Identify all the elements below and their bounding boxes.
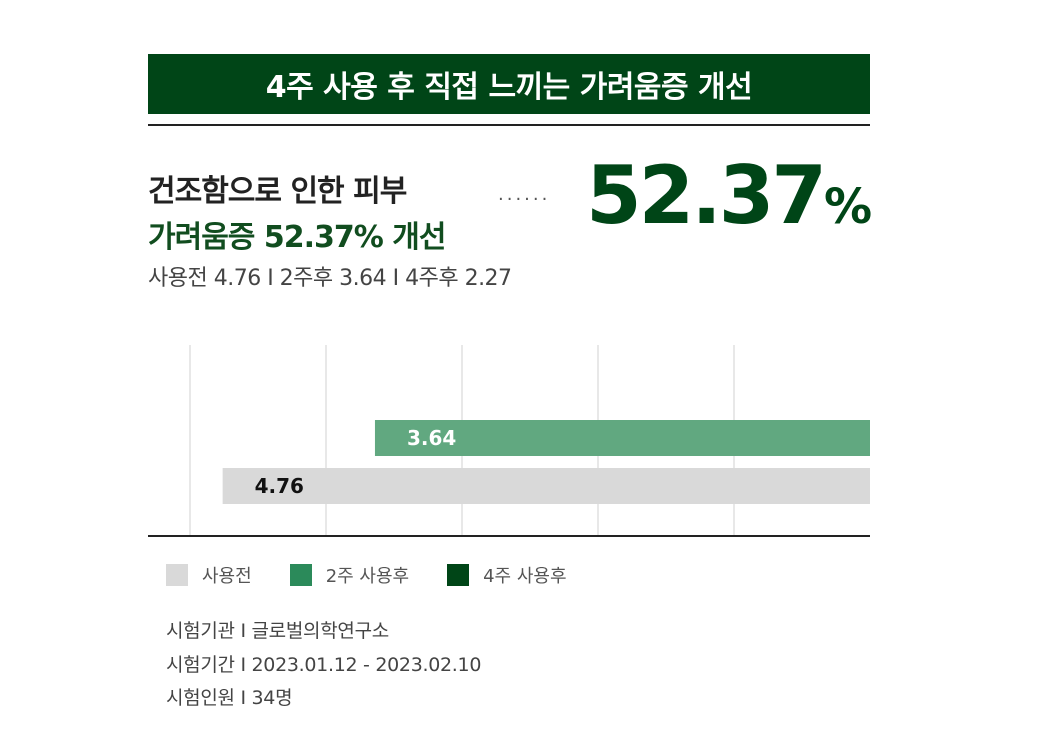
big-percentage: 52.37%	[586, 156, 872, 236]
headline-line1: 건조함으로 인한 피부	[148, 174, 407, 209]
legend-label-week4: 4주 사용후	[483, 566, 567, 587]
test-period: 시험기간 I 2023.01.12 - 2023.02.10	[166, 654, 482, 676]
score-summary: 사용전 4.76 I 2주후 3.64 I 4주후 2.27	[148, 266, 512, 291]
legend-swatch-week4	[447, 564, 470, 586]
legend-label-before: 사용전	[202, 566, 252, 587]
bar-label-before: 4.76	[255, 474, 304, 498]
legend-swatch-week2	[289, 564, 312, 586]
legend-label-week2: 2주 사용후	[325, 566, 410, 587]
banner-title: 4주 사용 후 직접 느끼는 가려움증 개선	[265, 70, 753, 105]
bar-label-week2: 3.64	[407, 426, 456, 450]
bar-before	[222, 468, 870, 504]
bar-chart: 3.64 4.76	[148, 345, 870, 537]
title-divider	[148, 124, 870, 126]
legend-item-before: 사용전	[166, 562, 252, 588]
leader-dots: ......	[498, 184, 551, 205]
legend-item-week4: 4주 사용후	[447, 562, 567, 588]
headline-line2: 가려움증 52.37% 개선	[148, 220, 446, 255]
big-percentage-unit: %	[824, 179, 873, 235]
legend-item-week2: 2주 사용후	[289, 562, 410, 588]
test-participants: 시험인원 I 34명	[166, 687, 293, 709]
chart-legend: 사용전 2주 사용후 4주 사용후	[166, 562, 605, 588]
legend-swatch-before	[166, 564, 188, 586]
bar-week2	[374, 420, 870, 456]
title-banner: 4주 사용 후 직접 느끼는 가려움증 개선	[148, 54, 870, 114]
test-institution: 시험기관 I 글로벌의학연구소	[166, 620, 389, 642]
big-percentage-value: 52.37	[586, 149, 827, 242]
